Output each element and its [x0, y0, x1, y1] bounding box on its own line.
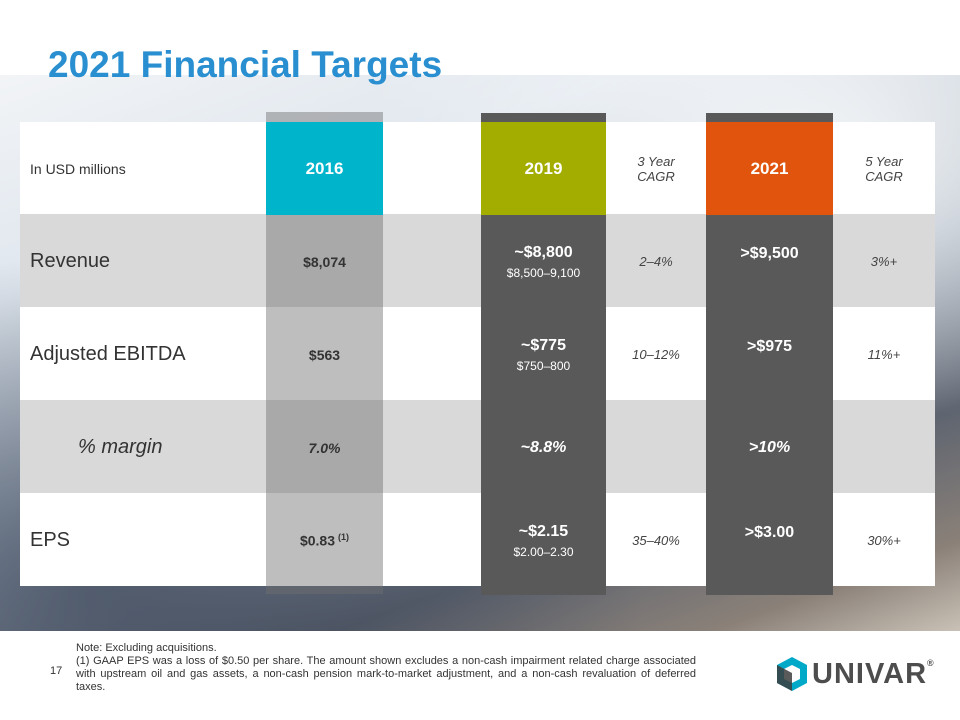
- value-2016: $8,074: [266, 215, 383, 308]
- cagr5: 30%+: [867, 533, 901, 548]
- title: 2021 Financial Targets: [48, 44, 443, 85]
- footnote-mark: (1): [338, 532, 350, 543]
- cagr3: 35–40%: [632, 533, 680, 548]
- value: $0.83: [299, 532, 336, 549]
- value: $8,074: [303, 253, 346, 270]
- value-2021: >10%: [748, 438, 791, 456]
- value-2016: $0.83 (1): [266, 494, 383, 587]
- logo: UNIVAR®: [812, 658, 935, 691]
- header-cagr5: 5 Year CAGR: [865, 153, 903, 184]
- value: 7.0%: [308, 439, 341, 456]
- value: ~8.8%: [520, 438, 567, 456]
- range: $2.00–2.30: [513, 544, 574, 559]
- logo-text: UNIVAR: [812, 658, 928, 690]
- row-label: EPS: [30, 529, 71, 551]
- notes: Note: Excluding acquisitions. (1) GAAP E…: [76, 642, 696, 694]
- value-2016: $563: [266, 308, 383, 401]
- value-2021: >$975: [747, 337, 792, 355]
- cagr3: 10–12%: [632, 347, 680, 362]
- value: ~$2.15: [518, 522, 569, 540]
- value-2019: ~$2.15 $2.00–2.30: [481, 494, 606, 587]
- header-2021: 2021: [706, 122, 833, 215]
- value: $563: [308, 346, 341, 363]
- range: $750–800: [516, 358, 571, 373]
- row-label: Adjusted EBITDA: [30, 343, 186, 365]
- value-2016: 7.0%: [266, 401, 383, 494]
- registered-mark: ®: [927, 658, 935, 668]
- row-label: % margin: [78, 436, 163, 458]
- page-number: 17: [50, 665, 63, 677]
- note: (1) GAAP EPS was a loss of $0.50 per sha…: [76, 655, 696, 693]
- cagr5: 3%+: [870, 254, 898, 269]
- value: ~$775: [521, 336, 566, 354]
- header-2019: 2019: [481, 122, 606, 215]
- value-line: $8,074: [303, 254, 346, 270]
- header-2016: 2016: [266, 122, 383, 215]
- value-2019: ~8.8%: [481, 401, 606, 494]
- value-2019: ~$775 $750–800: [481, 308, 606, 401]
- header-label: In USD millions: [30, 160, 126, 177]
- value: ~$8,800: [514, 243, 573, 261]
- cagr5: 11%+: [867, 347, 901, 362]
- value-line: $563: [309, 347, 340, 363]
- value-2021: >$9,500: [740, 244, 799, 262]
- value-2021: >$3.00: [744, 523, 795, 541]
- value-line: $0.83 (1): [300, 532, 349, 549]
- note: Note: Excluding acquisitions.: [76, 642, 217, 654]
- logo-icon: [777, 657, 807, 691]
- header-cagr3: 3 Year CAGR: [637, 153, 675, 184]
- cagr3: 2–4%: [639, 254, 673, 269]
- range: $8,500–9,100: [506, 265, 581, 280]
- row-label: Revenue: [30, 250, 111, 272]
- value-2019: ~$8,800 $8,500–9,100: [481, 215, 606, 308]
- value-line: 7.0%: [309, 440, 341, 456]
